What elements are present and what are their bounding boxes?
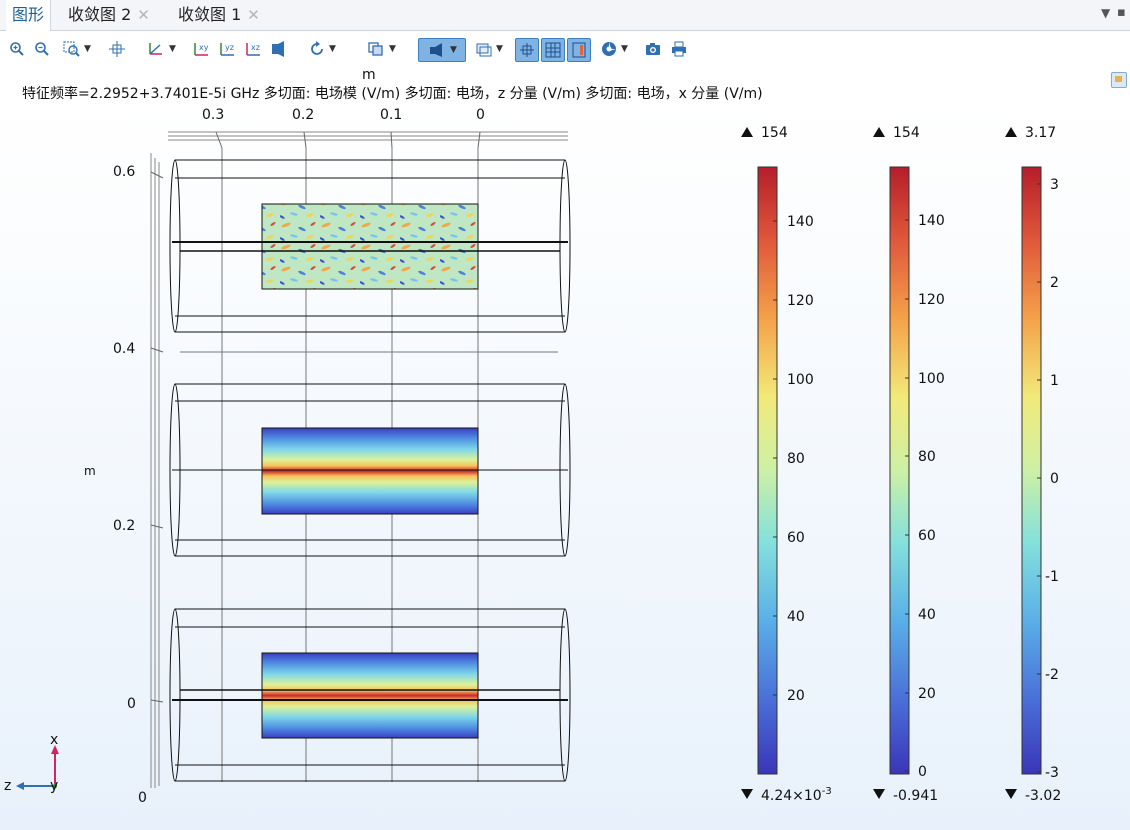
close-panel-icon[interactable]: ▪ [1117,5,1126,20]
colorbar-tick: 3 [1050,177,1059,193]
colorbar-max: 154 [893,125,920,141]
colorbar-tick: 100 [787,372,814,388]
view-yz-icon[interactable]: yz [216,38,238,60]
zoom-box-icon[interactable]: ▼ [58,38,96,60]
graphics-canvas[interactable] [0,100,1130,830]
colorbar-min: -0.941 [893,788,938,804]
light-icon[interactable] [268,38,290,60]
colorbar-tick: 40 [787,609,805,625]
print-icon[interactable] [668,38,690,60]
left-tick-label: 0.4 [113,341,135,357]
triad-y-label: y [50,778,58,794]
top-tick-label: 0.3 [202,107,224,123]
slice-field-z [261,427,479,515]
cylinder-top [169,159,571,333]
chevron-down-icon[interactable]: ▼ [1101,6,1111,20]
colorbar-1: 154 140 120 100 80 60 40 20 4.24×10-3 [741,125,832,804]
plot-title: 特征频率=2.2952+3.7401E-5i GHz 多切面: 电场模 (V/m… [22,86,763,102]
colorbar-tick: 140 [787,214,814,230]
left-tick-label: 0.6 [113,164,135,180]
colorbar-min: 4.24×10-3 [761,786,832,804]
colorbar-tick: 1 [1050,373,1059,389]
top-axis: m 0.3 0.2 0.1 0 [168,67,568,149]
tab-label: 图形 [12,5,45,24]
zoom-out-icon[interactable] [33,38,51,60]
colorbar-tick: -2 [1045,667,1059,683]
scene-icon[interactable]: ▼ [360,38,402,60]
export-icon[interactable] [1111,72,1127,88]
colorbar-2: 154 140 120 100 80 60 40 20 0 -0.941 [873,125,945,804]
transparency-icon[interactable]: ▼ [470,38,508,60]
reset-view-icon[interactable]: ▼ [302,38,342,60]
cylinder-middle [169,383,571,557]
top-tick-label: 0 [476,107,485,123]
svg-text:xy: xy [199,43,209,52]
colorbar-tick: 80 [918,449,936,465]
colorbar-tick: 120 [918,292,945,308]
colorbar-tick: 140 [918,213,945,229]
top-tick-label: 0.2 [292,107,314,123]
left-tick-label: 0.2 [113,518,135,534]
colorbar-tick: 100 [918,371,945,387]
slice-field-norm [261,203,479,290]
plot-settings-icon[interactable]: ▼ [418,38,466,62]
colorbar-max: 154 [761,125,788,141]
tab-label: 收敛图 2 [68,5,132,24]
axis-triad: x y z [4,732,59,794]
view-xz-icon[interactable]: xz [242,38,264,60]
colorbar-tick: 80 [787,451,805,467]
colorbar-tick: -1 [1045,569,1059,585]
left-axis: 0.6 0.4 0.2 0 m 0 [84,153,164,806]
colorbar-tick: 120 [787,293,814,309]
graphics-toolbar: ▼ ▼ xy yz xz ▼ ▼ ▼ ▼ ▼ [0,31,1130,67]
left-axis-unit: m [84,464,96,478]
tab-graphics[interactable]: 图形 [6,0,52,31]
svg-text:yz: yz [225,43,234,52]
cylinder-bottom [169,608,571,782]
colorbar-3: 3.17 3 2 1 0 -1 -2 -3 -3.02 [1005,125,1061,804]
colorbar-tick: 60 [787,530,805,546]
origin-label: 0 [138,790,147,806]
slice-field-x [261,652,479,739]
colorbar-min: -3.02 [1025,788,1061,804]
svg-text:xz: xz [251,43,260,52]
colorbar-tick: 40 [918,607,936,623]
tab-convergence-2[interactable]: 收敛图 2 ✕ [62,0,156,30]
colorbar-max: 3.17 [1025,125,1056,141]
top-axis-unit: m [362,67,376,83]
tab-label: 收敛图 1 [178,5,242,24]
close-icon[interactable]: ✕ [247,6,260,24]
tab-convergence-1[interactable]: 收敛图 1 ✕ [172,0,266,30]
left-tick-label: 0 [127,696,136,712]
show-axes-icon[interactable] [515,38,539,62]
colorize-icon[interactable]: ▼ [594,38,634,60]
zoom-in-icon[interactable] [8,38,26,60]
view-axis-icon[interactable]: ▼ [140,38,182,60]
triad-x-label: x [50,732,58,748]
close-icon[interactable]: ✕ [137,6,150,24]
colorbar-tick: 0 [1050,471,1059,487]
triad-z-label: z [4,778,11,794]
colorbar-tick: 20 [787,688,805,704]
tab-bar: 图形 收敛图 2 ✕ 收敛图 1 ✕ ▼ ▪ [0,0,1130,31]
colorbar-tick: 2 [1050,275,1059,291]
show-legend-icon[interactable] [567,38,591,62]
view-xy-icon[interactable]: xy [190,38,212,60]
colorbar-tick: 0 [918,764,927,780]
zoom-extents-icon[interactable] [106,38,128,60]
colorbar-tick: 60 [918,528,936,544]
colorbar-tick: 20 [918,686,936,702]
top-tick-label: 0.1 [380,107,402,123]
colorbar-tick: -3 [1045,765,1059,781]
show-grid-icon[interactable] [541,38,565,62]
camera-icon[interactable] [642,38,664,60]
